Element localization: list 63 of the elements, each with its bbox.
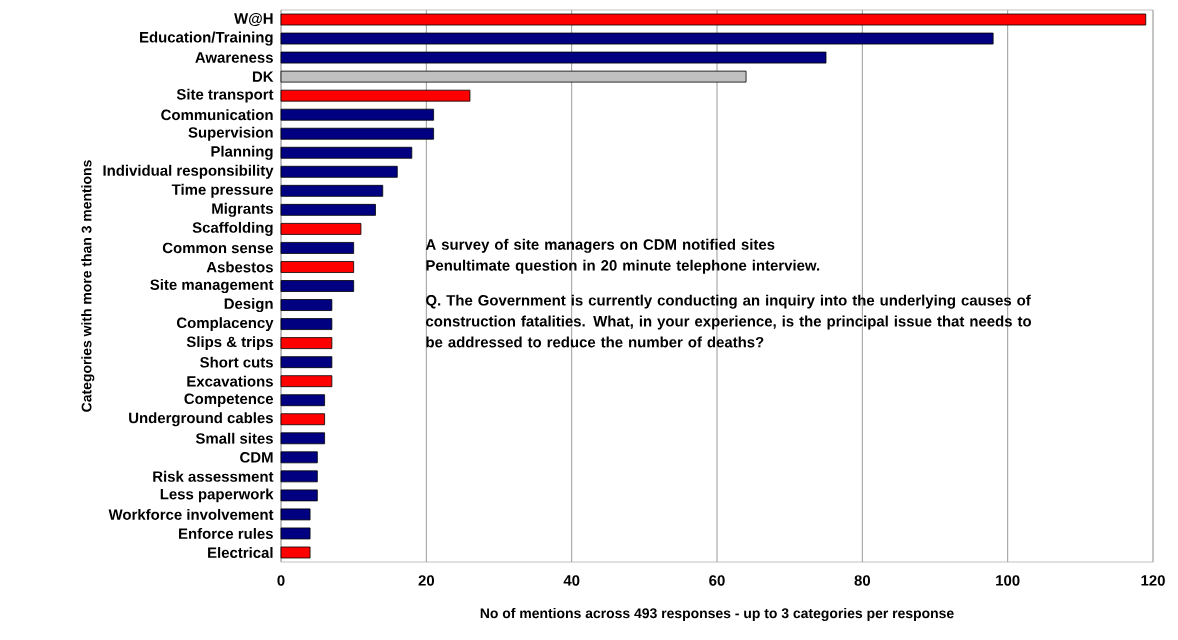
- bar: [280, 375, 333, 388]
- y-tick-label: W@H: [234, 13, 273, 26]
- annotation: Penultimate question in 20 minute telephone interview.: [426, 259, 820, 274]
- bar: [280, 299, 333, 311]
- bar: [280, 432, 325, 445]
- bar: [280, 146, 413, 159]
- bar: [280, 223, 362, 235]
- bar: [280, 261, 355, 273]
- y-tick-label: Slips & trips: [186, 336, 273, 351]
- bar: [280, 394, 325, 407]
- bar: [280, 165, 398, 178]
- y-tick-label: Communication: [161, 109, 273, 121]
- bar: [280, 280, 355, 292]
- bar: [280, 489, 318, 502]
- bar: [280, 527, 311, 540]
- y-tick-label: DK: [252, 71, 274, 82]
- y-tick-label: Time pressure: [171, 183, 274, 198]
- y-tick-label: Site management: [150, 279, 274, 294]
- x-tick-label: 40: [563, 575, 580, 586]
- y-tick-label: Scaffolding: [192, 221, 273, 236]
- x-tick-label: 80: [854, 575, 871, 586]
- bar: [280, 356, 333, 369]
- bar: [280, 470, 318, 483]
- y-tick-label: Migrants: [212, 202, 273, 217]
- bar: [280, 184, 384, 197]
- y-tick-label: Design: [224, 298, 273, 313]
- bar: [280, 451, 318, 464]
- annotation: A survey of site managers on CDM notified sites: [425, 238, 775, 253]
- y-tick-label: Less paperwork: [160, 488, 274, 503]
- x-tick-label: 20: [418, 575, 435, 586]
- y-tick-label: Underground cables: [129, 412, 273, 427]
- y-tick-label: Education/Training: [140, 31, 273, 46]
- y-tick-label: Individual responsibility: [103, 164, 274, 179]
- y-tick-label: Supervision: [188, 126, 273, 141]
- y-tick-label: Awareness: [195, 52, 273, 63]
- y-tick-label: Risk assessment: [153, 470, 274, 482]
- y-tick-label: Complacency: [176, 317, 274, 332]
- y-tick-label: Planning: [211, 145, 273, 160]
- y-tick-label: Asbestos: [206, 261, 273, 273]
- y-tick-label: Competence: [184, 393, 274, 407]
- bar: [280, 413, 325, 426]
- y-tick-label: CDM: [240, 452, 273, 463]
- bar: [280, 242, 355, 254]
- y-tick-label: Electrical: [208, 547, 273, 558]
- annotation: Q. The Government is currently conducting an inquiry into the underlying causes of construction fatalities. What, in your experience, is the principal issue that needs to be addressed to reduce the number of deaths?: [426, 294, 1032, 348]
- y-tick-label: Site transport: [176, 88, 274, 103]
- x-tick-label: 0: [277, 575, 285, 586]
- y-tick-label: Workforce involvement: [108, 508, 274, 520]
- x-tick-label: 60: [709, 575, 725, 586]
- x-tick-label: 100: [996, 575, 1020, 586]
- y-tick-label: Small sites: [195, 432, 273, 444]
- bar: [280, 203, 376, 216]
- x-tick-label: 120: [1141, 575, 1165, 586]
- y-axis-title: Categories with more than 3 mentions: [81, 160, 95, 412]
- y-tick-label: Excavations: [187, 375, 273, 387]
- y-tick-label: Enforce rules: [179, 527, 273, 539]
- bar: [280, 337, 333, 350]
- bar: [280, 508, 311, 521]
- y-tick-label: Common sense: [162, 242, 274, 254]
- x-axis-title: No of mentions across 493 responses - up to 3 categories per response: [480, 607, 954, 621]
- bar: [280, 546, 311, 559]
- y-tick-label: Short cuts: [200, 356, 273, 368]
- bar: [280, 318, 333, 330]
